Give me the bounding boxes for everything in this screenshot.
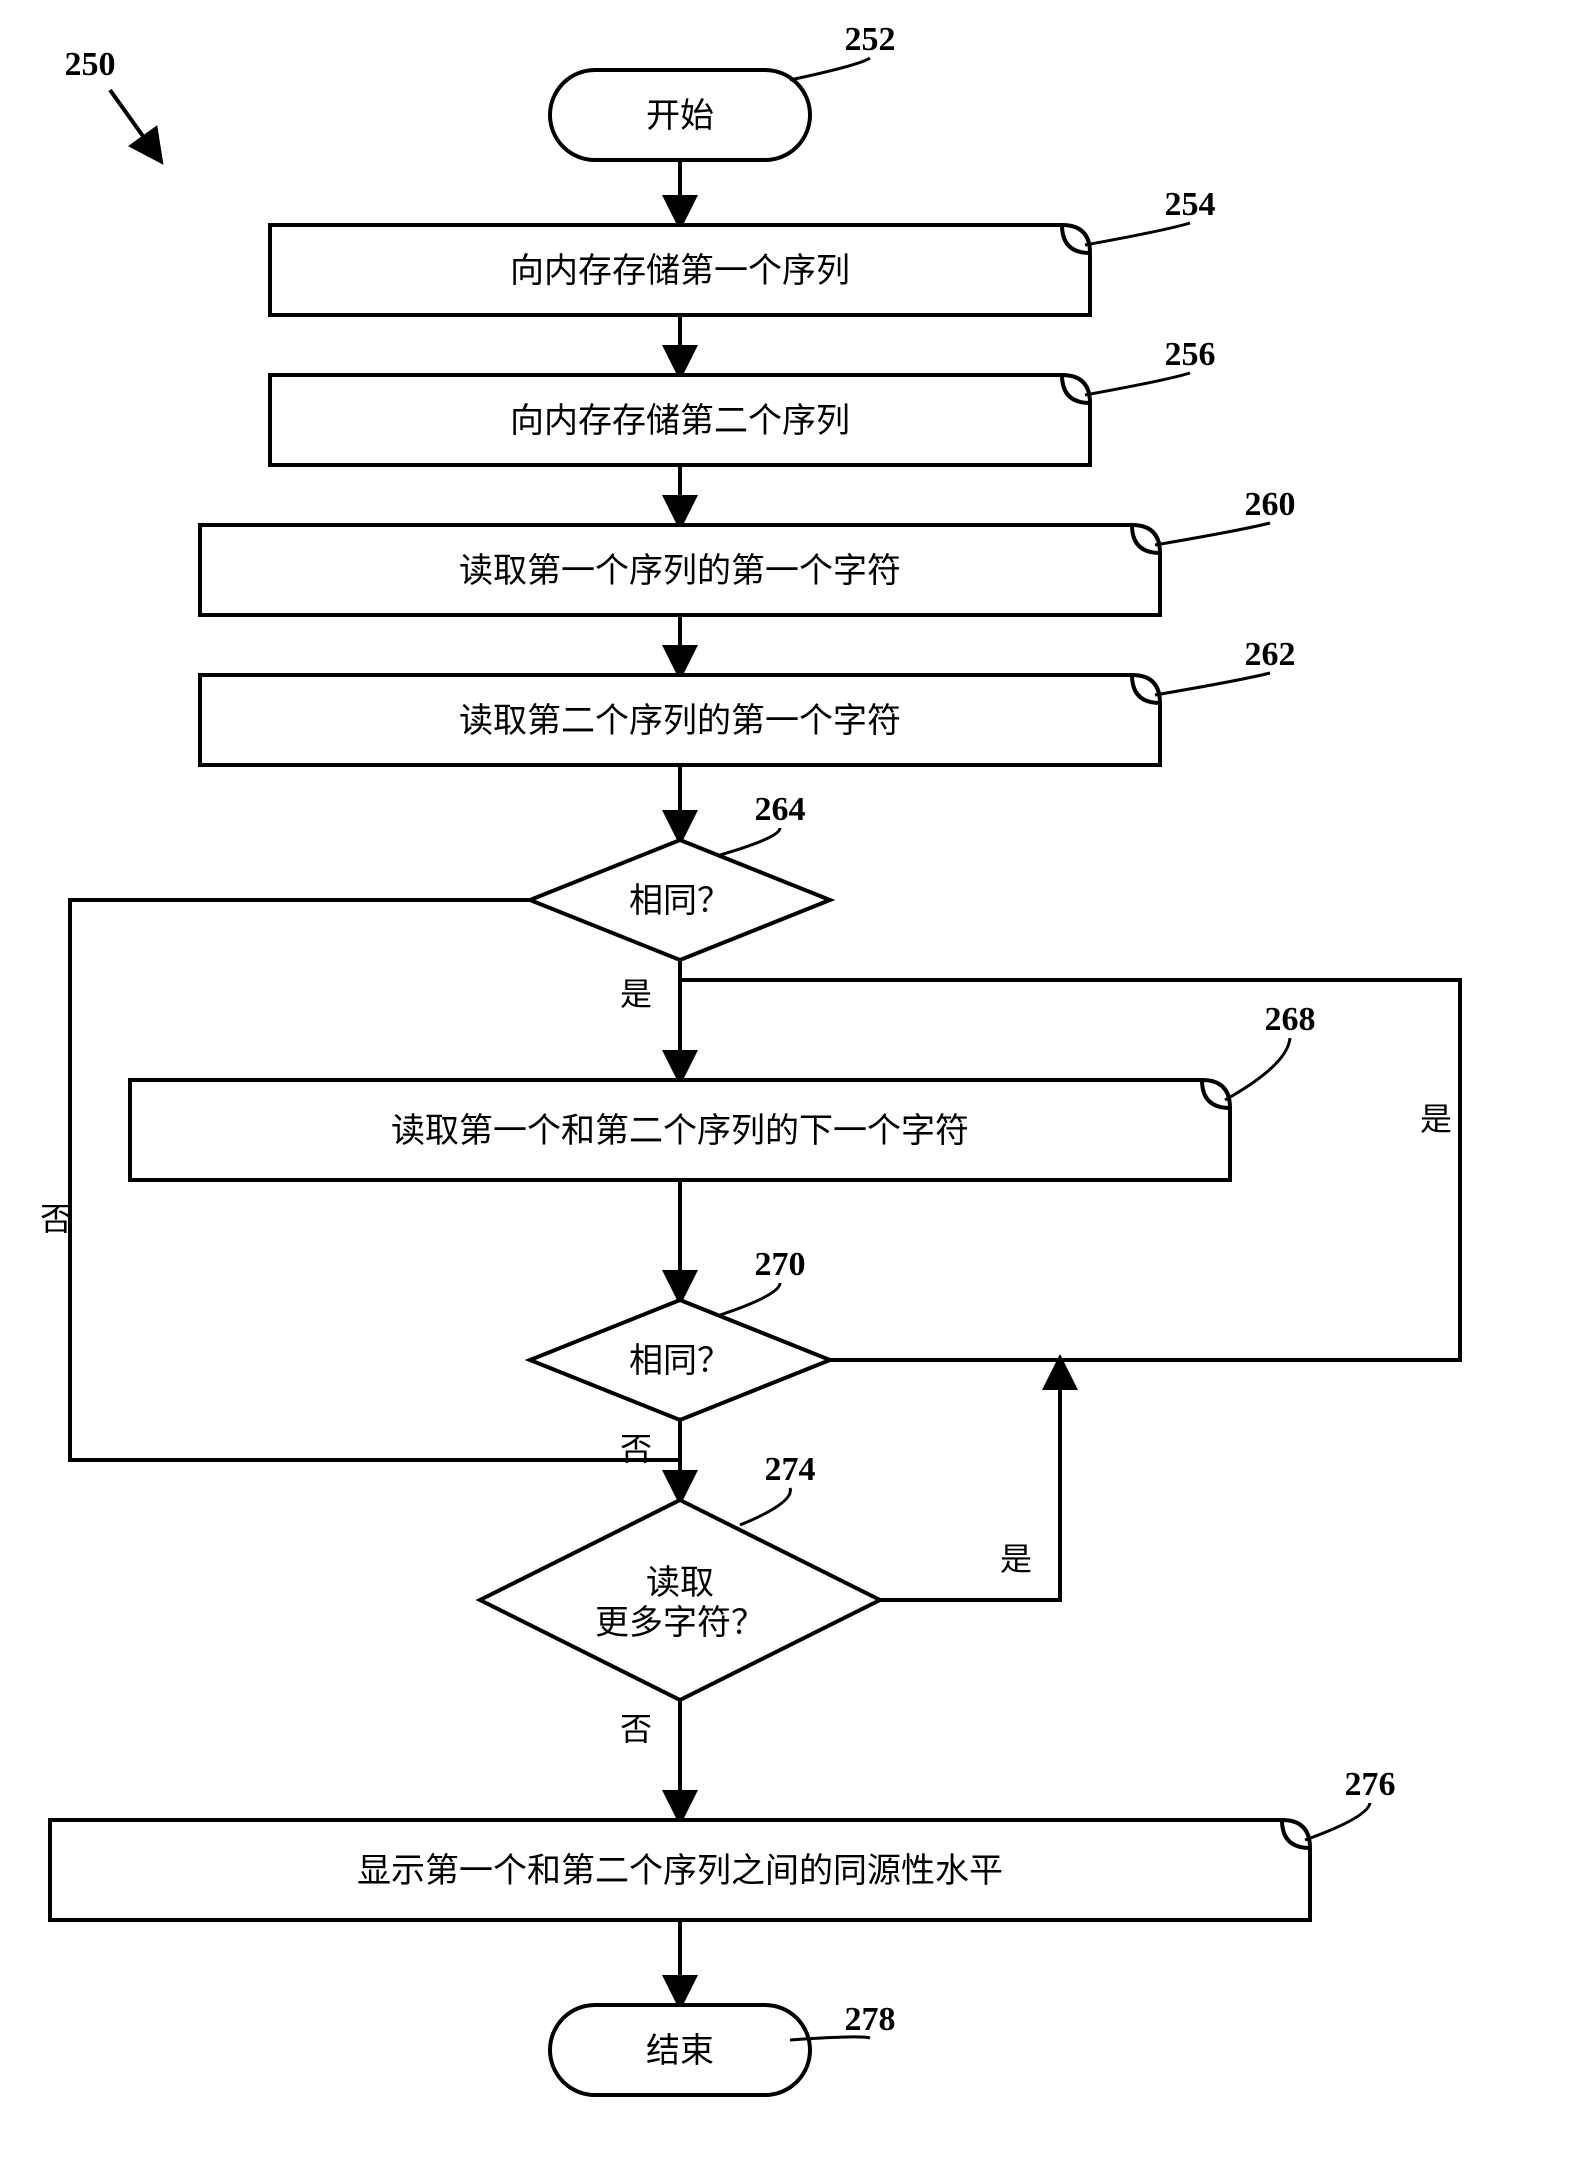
edge-label: 否 (620, 1431, 652, 1467)
node-text: 更多字符？ (595, 1604, 765, 1642)
reference-leader (720, 1283, 780, 1315)
diagram-indicator-arrow (110, 90, 160, 160)
reference-number: 256 (1165, 336, 1216, 373)
reference-leader (720, 828, 780, 855)
reference-number: 260 (1245, 486, 1296, 523)
node-text: 向内存存储第一个序列 (510, 252, 850, 290)
edge-label: 否 (40, 1201, 72, 1237)
edge-label: 是 (1420, 1101, 1452, 1137)
node-text: 相同？ (629, 882, 731, 920)
node-text: 相同？ (629, 1342, 731, 1380)
reference-number: 262 (1245, 636, 1296, 673)
flowchart-diagram: 开始向内存存储第一个序列向内存存储第二个序列读取第一个序列的第一个字符读取第二个… (0, 0, 1573, 2165)
edge-label: 是 (1000, 1541, 1032, 1577)
reference-numbers-group: 250 252 254 256 260 262 264 268 270 274 276 278 (65, 21, 1396, 2040)
node-text: 向内存存储第二个序列 (510, 402, 850, 440)
reference-leader (1155, 673, 1270, 695)
node-text: 读取第一个序列的第一个字符 (459, 552, 901, 590)
reference-leader (790, 58, 870, 80)
reference-leader (1085, 223, 1190, 245)
node-text: 读取 (646, 1564, 714, 1602)
reference-number: 270 (755, 1246, 806, 1283)
reference-number: 252 (845, 21, 896, 58)
reference-leader (1305, 1803, 1370, 1840)
reference-leader (1155, 523, 1270, 545)
edge-label: 否 (620, 1711, 652, 1747)
reference-leader (1225, 1038, 1290, 1100)
node-text: 显示第一个和第二个序列之间的同源性水平 (357, 1852, 1003, 1890)
reference-number: 264 (755, 791, 806, 828)
node-text: 读取第二个序列的第一个字符 (459, 702, 901, 740)
reference-number: 276 (1345, 1766, 1396, 1803)
node-text: 结束 (646, 2032, 714, 2070)
node-text: 读取第一个和第二个序列的下一个字符 (391, 1112, 969, 1150)
reference-number: 250 (65, 46, 116, 83)
reference-number: 254 (1165, 186, 1216, 223)
reference-number: 268 (1265, 1001, 1316, 1038)
edge-label: 是 (620, 976, 652, 1012)
reference-number: 278 (845, 2001, 896, 2038)
reference-number: 274 (765, 1451, 816, 1488)
node-text: 开始 (646, 97, 714, 135)
reference-leader (740, 1488, 790, 1525)
reference-leader (1085, 373, 1190, 395)
